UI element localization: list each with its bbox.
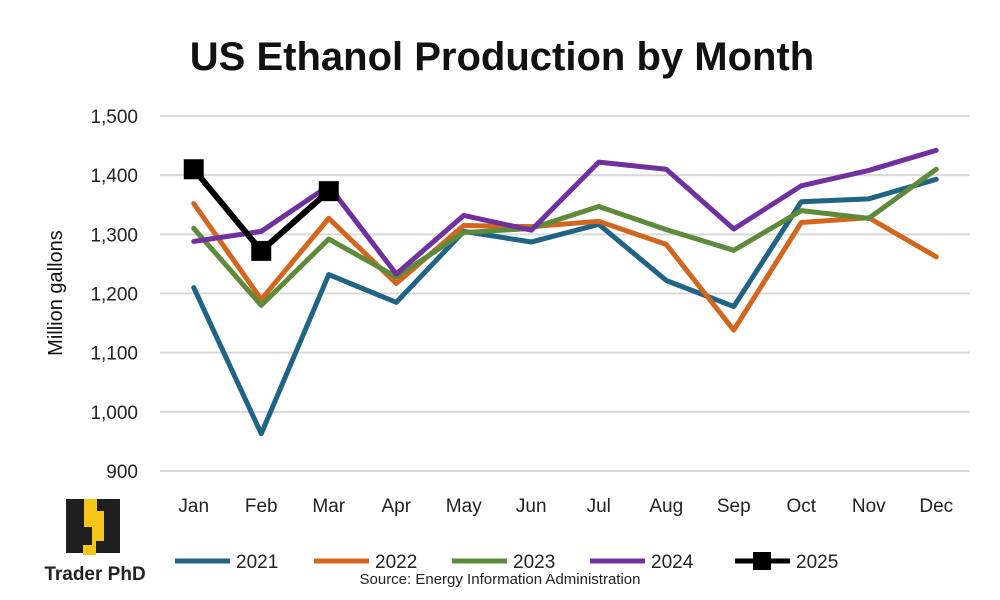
y-tick-label: 1,300: [90, 225, 138, 246]
y-tick-label: 1,100: [90, 344, 138, 365]
logo-mark-glyph: [83, 499, 104, 555]
legend-label-2022: 2022: [375, 552, 417, 573]
series-point-2025: [183, 159, 204, 180]
x-tick-label: Mar: [312, 496, 345, 517]
x-tick-label: Oct: [786, 496, 816, 517]
x-tick-label: Sep: [717, 496, 751, 517]
y-tick-label: 1,400: [90, 166, 138, 187]
trader-phd-logo: Trader PhD: [44, 499, 146, 585]
legend-label-2021: 2021: [236, 552, 278, 573]
legend: 2021 2022 2023 2024 2025: [175, 552, 838, 573]
x-tick-label: Nov: [852, 496, 886, 517]
y-tick-label: 1,200: [90, 285, 138, 306]
x-tick-labels: Jan Feb Mar Apr May Jun Jul Aug Sep Oct Nov Dec: [178, 496, 953, 517]
x-tick-label: Jul: [587, 496, 611, 517]
series-line-2021: [191, 176, 939, 437]
x-tick-label: Apr: [381, 496, 411, 517]
y-tick-label: 1,500: [90, 107, 138, 128]
y-tick-labels: 900 1,000 1,100 1,200 1,300 1,400 1,500: [90, 107, 138, 483]
x-tick-label: Feb: [245, 496, 278, 517]
y-axis-label: Million gallons: [45, 230, 67, 356]
x-tick-label: May: [446, 496, 482, 517]
series-point-2025: [318, 181, 339, 202]
series-point-2025: [251, 240, 272, 261]
x-tick-label: Aug: [649, 496, 683, 517]
y-tick-label: 1,000: [90, 403, 138, 424]
series-line-2023: [191, 166, 939, 308]
x-tick-label: Dec: [919, 496, 953, 517]
series-line-2022: [191, 201, 939, 333]
x-tick-label: Jun: [516, 496, 547, 517]
legend-marker-2025: [753, 552, 771, 570]
y-tick-label: 900: [106, 462, 138, 483]
series-lines: [183, 147, 939, 437]
legend-label-2025: 2025: [796, 552, 838, 573]
gridlines: [160, 115, 970, 472]
source-note: Source: Energy Information Administratio…: [360, 571, 641, 588]
x-tick-label: Jan: [178, 496, 209, 517]
logo-text: Trader PhD: [44, 564, 145, 585]
chart-title: US Ethanol Production by Month: [190, 35, 814, 79]
series-line-2024: [191, 147, 939, 277]
legend-label-2023: 2023: [513, 552, 555, 573]
legend-label-2024: 2024: [651, 552, 694, 573]
